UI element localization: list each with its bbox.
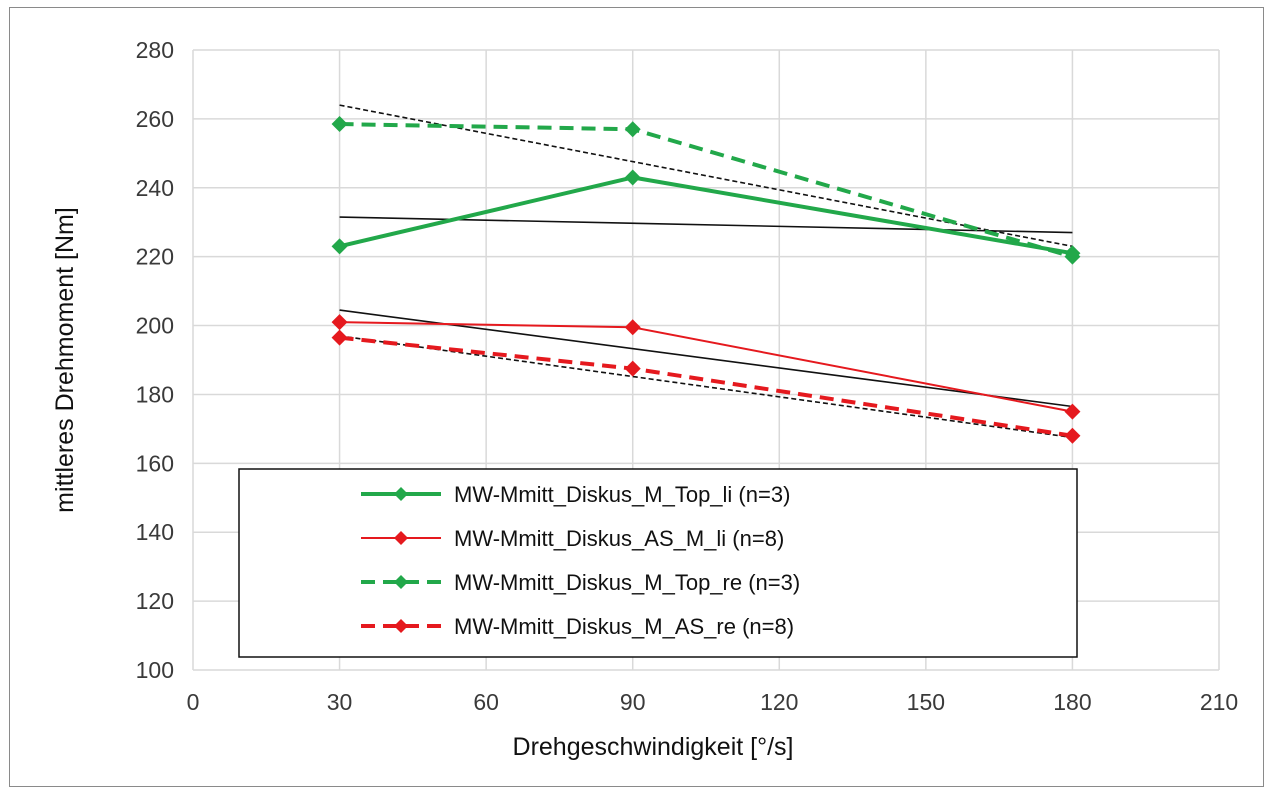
y-tick-label: 200 [136,313,174,339]
legend-box [238,468,1078,658]
data-point [624,360,641,377]
trendline [339,309,1073,408]
data-point [331,238,348,255]
x-tick-label: 120 [760,689,798,715]
trendline [339,335,1073,439]
trendline [339,104,1073,248]
series-group [331,314,1081,420]
data-point [331,116,348,133]
series-line [339,175,1073,256]
y-axis-ticks: 100 120 140 160 180 200 220 240 260 280 [136,37,174,683]
y-tick-label: 260 [136,106,174,132]
y-tick-label: 180 [136,381,174,407]
x-tick-label: 60 [473,689,499,715]
y-tick-label: 140 [136,519,174,545]
data-series [331,116,1081,444]
data-point [394,619,408,633]
x-tick-label: 30 [327,689,353,715]
x-tick-label: 180 [1053,689,1091,715]
x-tick-label: 210 [1200,689,1238,715]
data-point [1064,403,1081,420]
y-tick-label: 220 [136,244,174,270]
y-tick-label: 120 [136,588,174,614]
trendlines [339,104,1073,439]
y-tick-label: 160 [136,450,174,476]
legend-label: MW-Mmitt_Diskus_M_Top_re (n=3) [454,570,800,595]
data-point [394,531,408,545]
y-tick-label: 100 [136,657,174,683]
x-tick-label: 150 [907,689,945,715]
legend: MW-Mmitt_Diskus_M_Top_li (n=3) MW-Mmitt_D… [238,468,1078,658]
data-point [394,575,408,589]
data-point [331,329,348,346]
series-group [331,169,1081,262]
grid [192,49,1220,671]
x-axis-title: Drehgeschwindigkeit [°/s] [513,733,794,761]
y-axis-title: mittleres Drehmoment [Nm] [51,207,79,513]
x-tick-label: 0 [187,689,200,715]
data-point [331,314,348,331]
data-point [624,169,641,186]
series-line [339,321,1073,413]
data-point [394,487,408,501]
legend-label: MW-Mmitt_Diskus_M_Top_li (n=3) [454,482,790,507]
data-point [1064,427,1081,444]
y-tick-label: 280 [136,37,174,63]
legend-label: MW-Mmitt_Diskus_AS_M_li (n=8) [454,526,784,551]
data-point [624,319,641,336]
y-tick-label: 240 [136,175,174,201]
data-point [624,121,641,138]
x-axis-ticks: 0 30 60 90 120 150 180 210 [187,689,1239,715]
data-point [1064,248,1081,265]
x-tick-label: 90 [620,689,646,715]
series-group [331,116,1081,265]
series-group [331,329,1081,444]
legend-label: MW-Mmitt_Diskus_M_AS_re (n=8) [454,614,794,639]
